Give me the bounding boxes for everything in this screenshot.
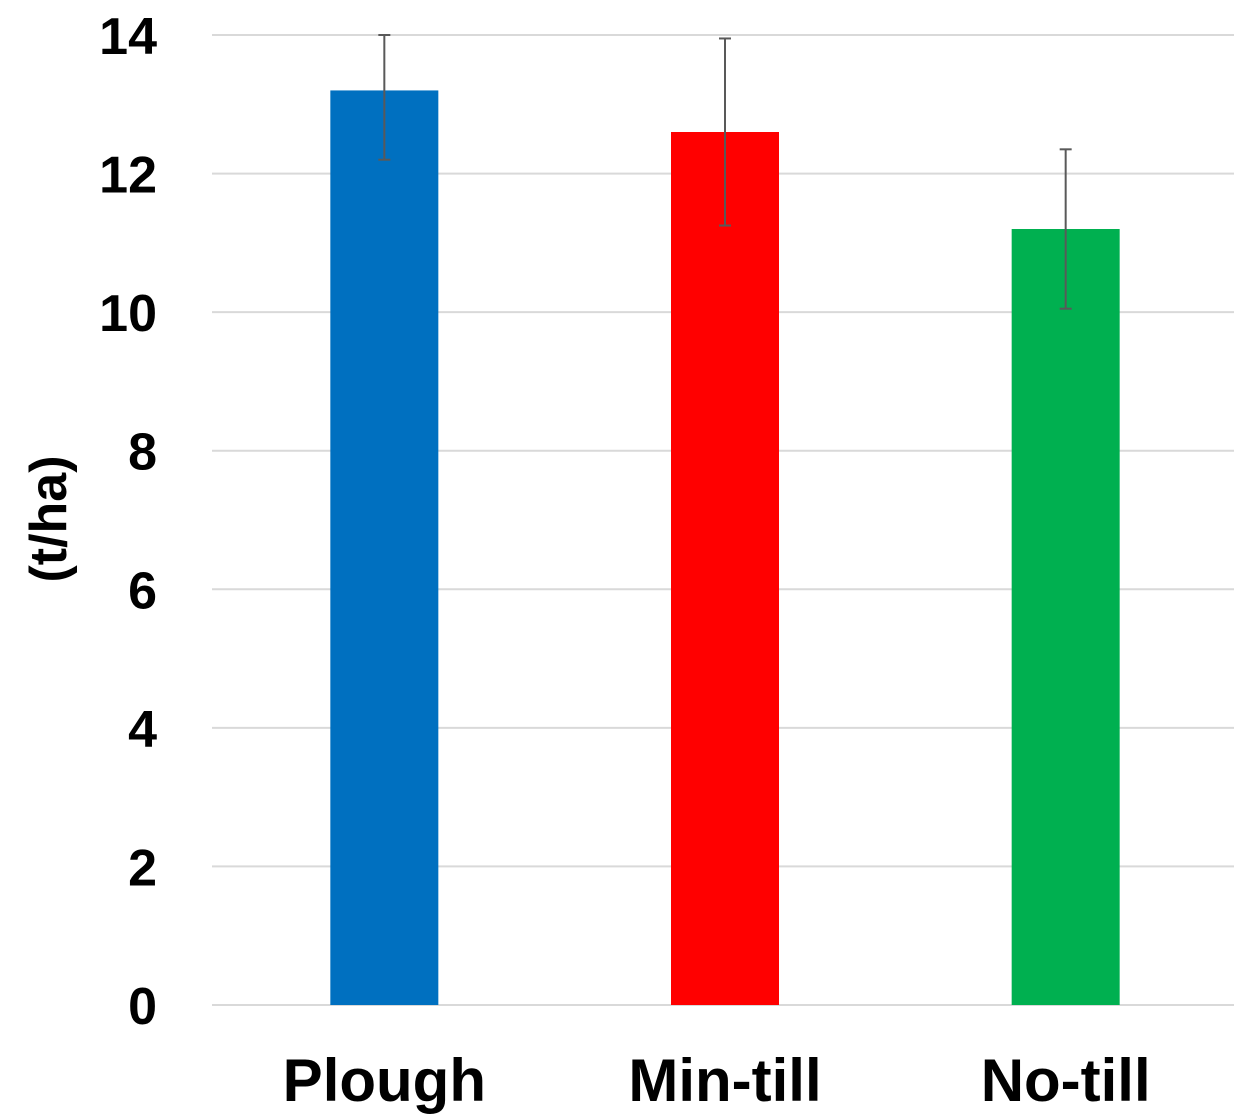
- bar: [1011, 229, 1120, 1005]
- x-category-label: No-till: [981, 1047, 1151, 1114]
- y-tick-label: 6: [128, 562, 157, 620]
- x-category-label: Min-till: [628, 1047, 821, 1114]
- y-tick-label: 12: [99, 147, 157, 205]
- x-category-label: Plough: [283, 1047, 486, 1114]
- bar: [671, 132, 779, 1005]
- x-category-labels: Plough Min-till No-till: [283, 1047, 1151, 1114]
- bar: [330, 90, 439, 1005]
- y-tick-label: 0: [128, 978, 157, 1036]
- y-tick-label: 4: [128, 701, 157, 759]
- y-tick-label: 8: [128, 424, 157, 482]
- y-tick-label: 10: [99, 285, 157, 343]
- y-tick-label: 2: [128, 839, 157, 897]
- y-tick-labels: 0 2 4 6 8 10 12 14: [99, 8, 157, 1036]
- y-axis-title: (t/ha): [20, 455, 78, 582]
- error-bars: [378, 34, 1072, 310]
- y-tick-label: 14: [99, 8, 157, 66]
- bars: [330, 90, 1120, 1005]
